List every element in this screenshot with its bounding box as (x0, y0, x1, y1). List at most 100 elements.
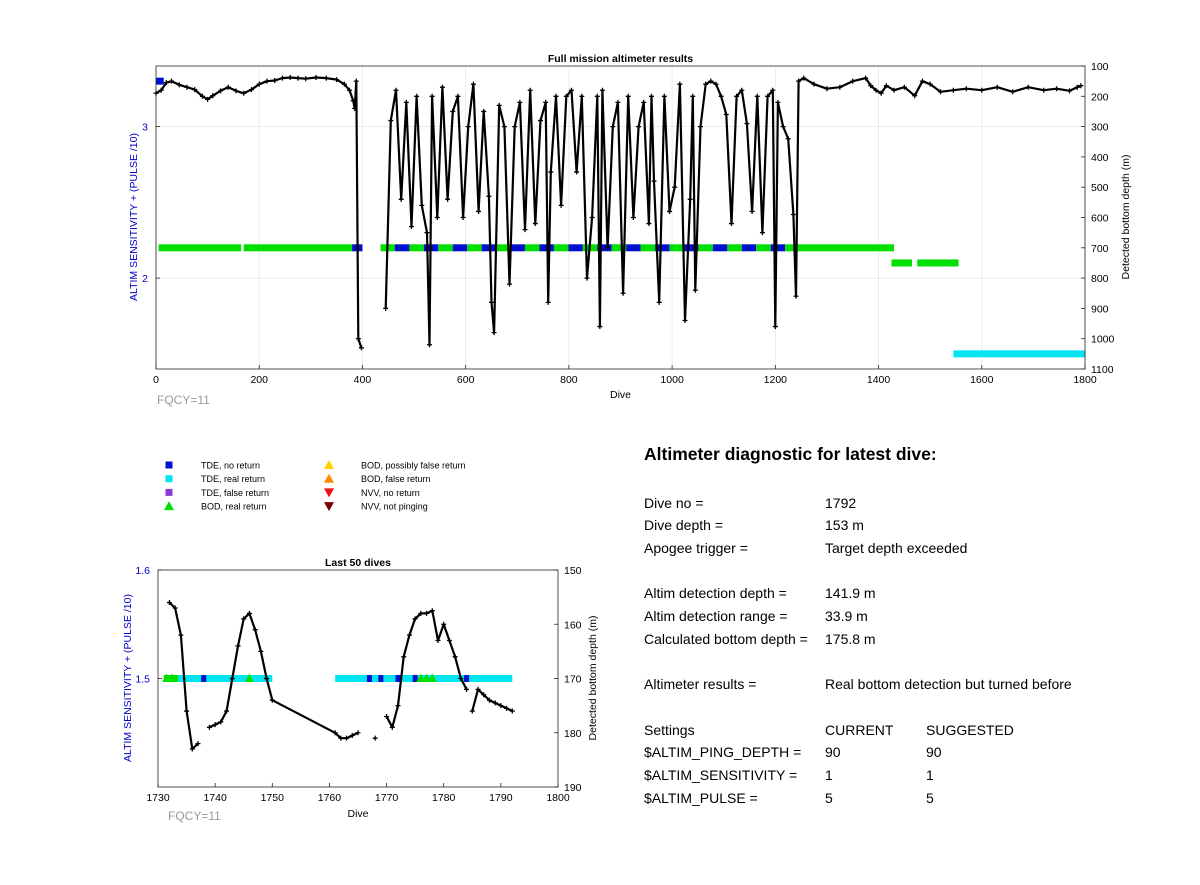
legend-label: NVV, no return (361, 488, 420, 498)
y2-tick-label: 700 (1091, 243, 1109, 255)
settings-band (335, 675, 513, 682)
settings-band-segment (481, 244, 497, 252)
x-tick-label: 1780 (432, 792, 456, 804)
depth-point (252, 627, 258, 633)
depth-point (901, 84, 907, 90)
depth-point (927, 81, 933, 87)
y2-tick-label: 400 (1091, 152, 1109, 164)
top-chart-depth-series (153, 75, 1084, 351)
depth-point (937, 89, 943, 95)
depth-point (355, 730, 361, 736)
settings-band-segment (698, 244, 713, 252)
legend-marker-triangle-down (324, 502, 334, 512)
y2-tick-label: 500 (1091, 182, 1109, 194)
y2-tick-label: 170 (564, 674, 582, 686)
depth-point (241, 616, 247, 622)
depth-point (837, 84, 843, 90)
depth-point (754, 93, 760, 99)
depth-point (481, 692, 487, 698)
depth-point (656, 299, 662, 305)
depth-point (475, 686, 481, 692)
y-tick-label: 1.5 (135, 674, 150, 686)
depth-point (770, 87, 776, 93)
bottom-chart-y2-ticks: 150 160 170 180 190 (554, 565, 582, 794)
depth-point (168, 78, 174, 84)
depth-point (775, 99, 781, 105)
depth-point (158, 87, 164, 93)
depth-point (195, 741, 201, 747)
depth-point (690, 93, 696, 99)
x-tick-label: 1770 (375, 792, 399, 804)
depth-point (429, 93, 435, 99)
depth-point (579, 93, 585, 99)
top-chart-y2-ticks: 100 200 300 400 500 600 700 800 900 1000 1100 (1081, 61, 1115, 376)
settings-band (795, 244, 895, 252)
depth-point (1067, 88, 1073, 94)
depth-point (563, 93, 569, 99)
depth-point (625, 93, 631, 99)
depth-point (517, 99, 523, 105)
depth-point (692, 287, 698, 293)
depth-point (460, 215, 466, 220)
depth-point (470, 81, 476, 87)
depth-point (332, 730, 338, 736)
settings-marker-square (395, 675, 401, 682)
depth-point (395, 703, 401, 709)
depth-point (504, 705, 510, 711)
legend-marker-square (165, 488, 173, 496)
depth-point (388, 118, 394, 124)
depth-point (341, 81, 347, 87)
apogee-row: Apogee trigger = Target depth exceeded (644, 540, 1184, 563)
depth-series-line (384, 76, 1082, 346)
settings-band-segment (568, 244, 583, 252)
legend-marker-triangle-up (164, 501, 174, 511)
depth-point (912, 93, 918, 99)
depth-point (349, 732, 355, 738)
y2-tick-label: 200 (1091, 91, 1109, 103)
last-50-dives-chart: 1730 1740 1750 1760 1770 1780 1790 1800 1.51.6 … (122, 557, 599, 823)
settings-marker-square (378, 675, 384, 682)
depth-point (708, 78, 714, 84)
depth-point (218, 88, 224, 94)
depth-point (548, 169, 554, 175)
settings-marker-triangle (167, 673, 177, 682)
legend-marker-triangle-up (324, 473, 334, 483)
settings-band-segment (770, 244, 786, 252)
x-tick-label: 1000 (660, 374, 684, 386)
bottom-chart-ylabel: ALTIM SENSITIVITY + (PULSE /10) (122, 594, 134, 762)
depth-point (435, 638, 441, 644)
top-chart-y2label: Detected bottom depth (m) (1120, 155, 1132, 280)
detection-range-label: Altim detection range = (644, 608, 788, 625)
depth-point (476, 208, 482, 214)
settings-band-segment (626, 244, 641, 252)
depth-point (963, 86, 969, 92)
depth-point (718, 93, 724, 99)
top-chart-x-ticks: 0 200 400 600 800 1000 1200 1400 1600 1800 (153, 365, 1097, 386)
depth-point (235, 643, 241, 649)
depth-point (486, 697, 492, 703)
depth-point (759, 230, 765, 236)
depth-point (538, 118, 544, 124)
depth-point (383, 305, 389, 311)
depth-point (178, 632, 184, 638)
calculated-bottom-label: Calculated bottom depth = (644, 630, 808, 647)
dive-depth-row: Dive depth = 153 m (644, 517, 1184, 540)
settings-marker-triangle (427, 673, 437, 682)
settings-marker-square (366, 675, 372, 682)
y-tick-label: 1.6 (135, 565, 150, 577)
top-chart-y-ticks: 23 (142, 122, 160, 285)
depth-point (229, 676, 235, 681)
legend-label: TDE, false return (201, 488, 269, 498)
depth-point (950, 87, 956, 93)
depth-point (498, 703, 504, 709)
depth-point (636, 124, 642, 130)
depth-point (667, 208, 673, 214)
x-tick-label: 600 (457, 374, 475, 386)
depth-point (434, 215, 440, 220)
settings-band-segment (640, 244, 656, 252)
dive-depth-value: 153 m (825, 517, 864, 534)
settings-marker-square (412, 675, 418, 682)
depth-point (372, 735, 378, 741)
altimeter-results-label: Altimeter results = (644, 676, 757, 693)
